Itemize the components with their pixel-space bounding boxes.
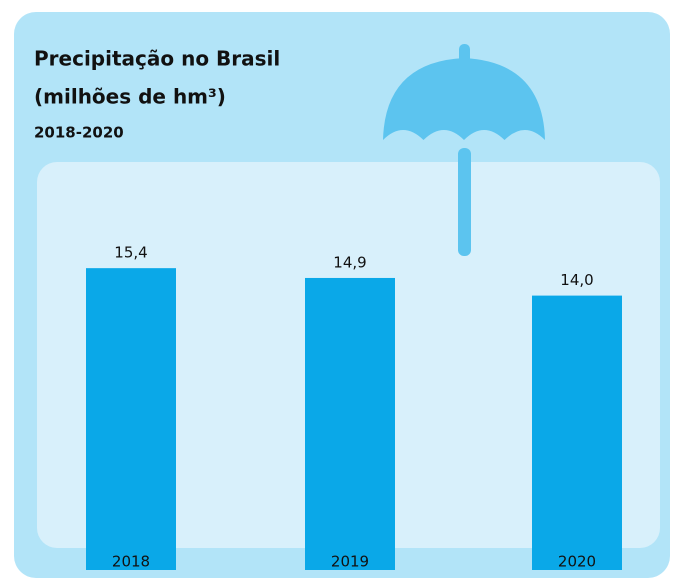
chart-subtitle: 2018-2020 <box>34 124 124 142</box>
bar <box>86 268 176 570</box>
x-tick-label: 2018 <box>112 553 150 571</box>
bar <box>305 277 395 570</box>
umbrella-icon <box>383 44 545 256</box>
value-label: 14,9 <box>333 253 366 271</box>
value-label: 15,4 <box>114 244 147 262</box>
value-label: 14,0 <box>560 271 593 289</box>
bar <box>532 295 622 570</box>
x-tick-label: 2020 <box>558 553 596 571</box>
chart-title: Precipitação no Brasil <box>34 47 280 71</box>
chart-unit: (milhões de hm³) <box>34 85 226 109</box>
x-tick-label: 2019 <box>331 553 369 571</box>
